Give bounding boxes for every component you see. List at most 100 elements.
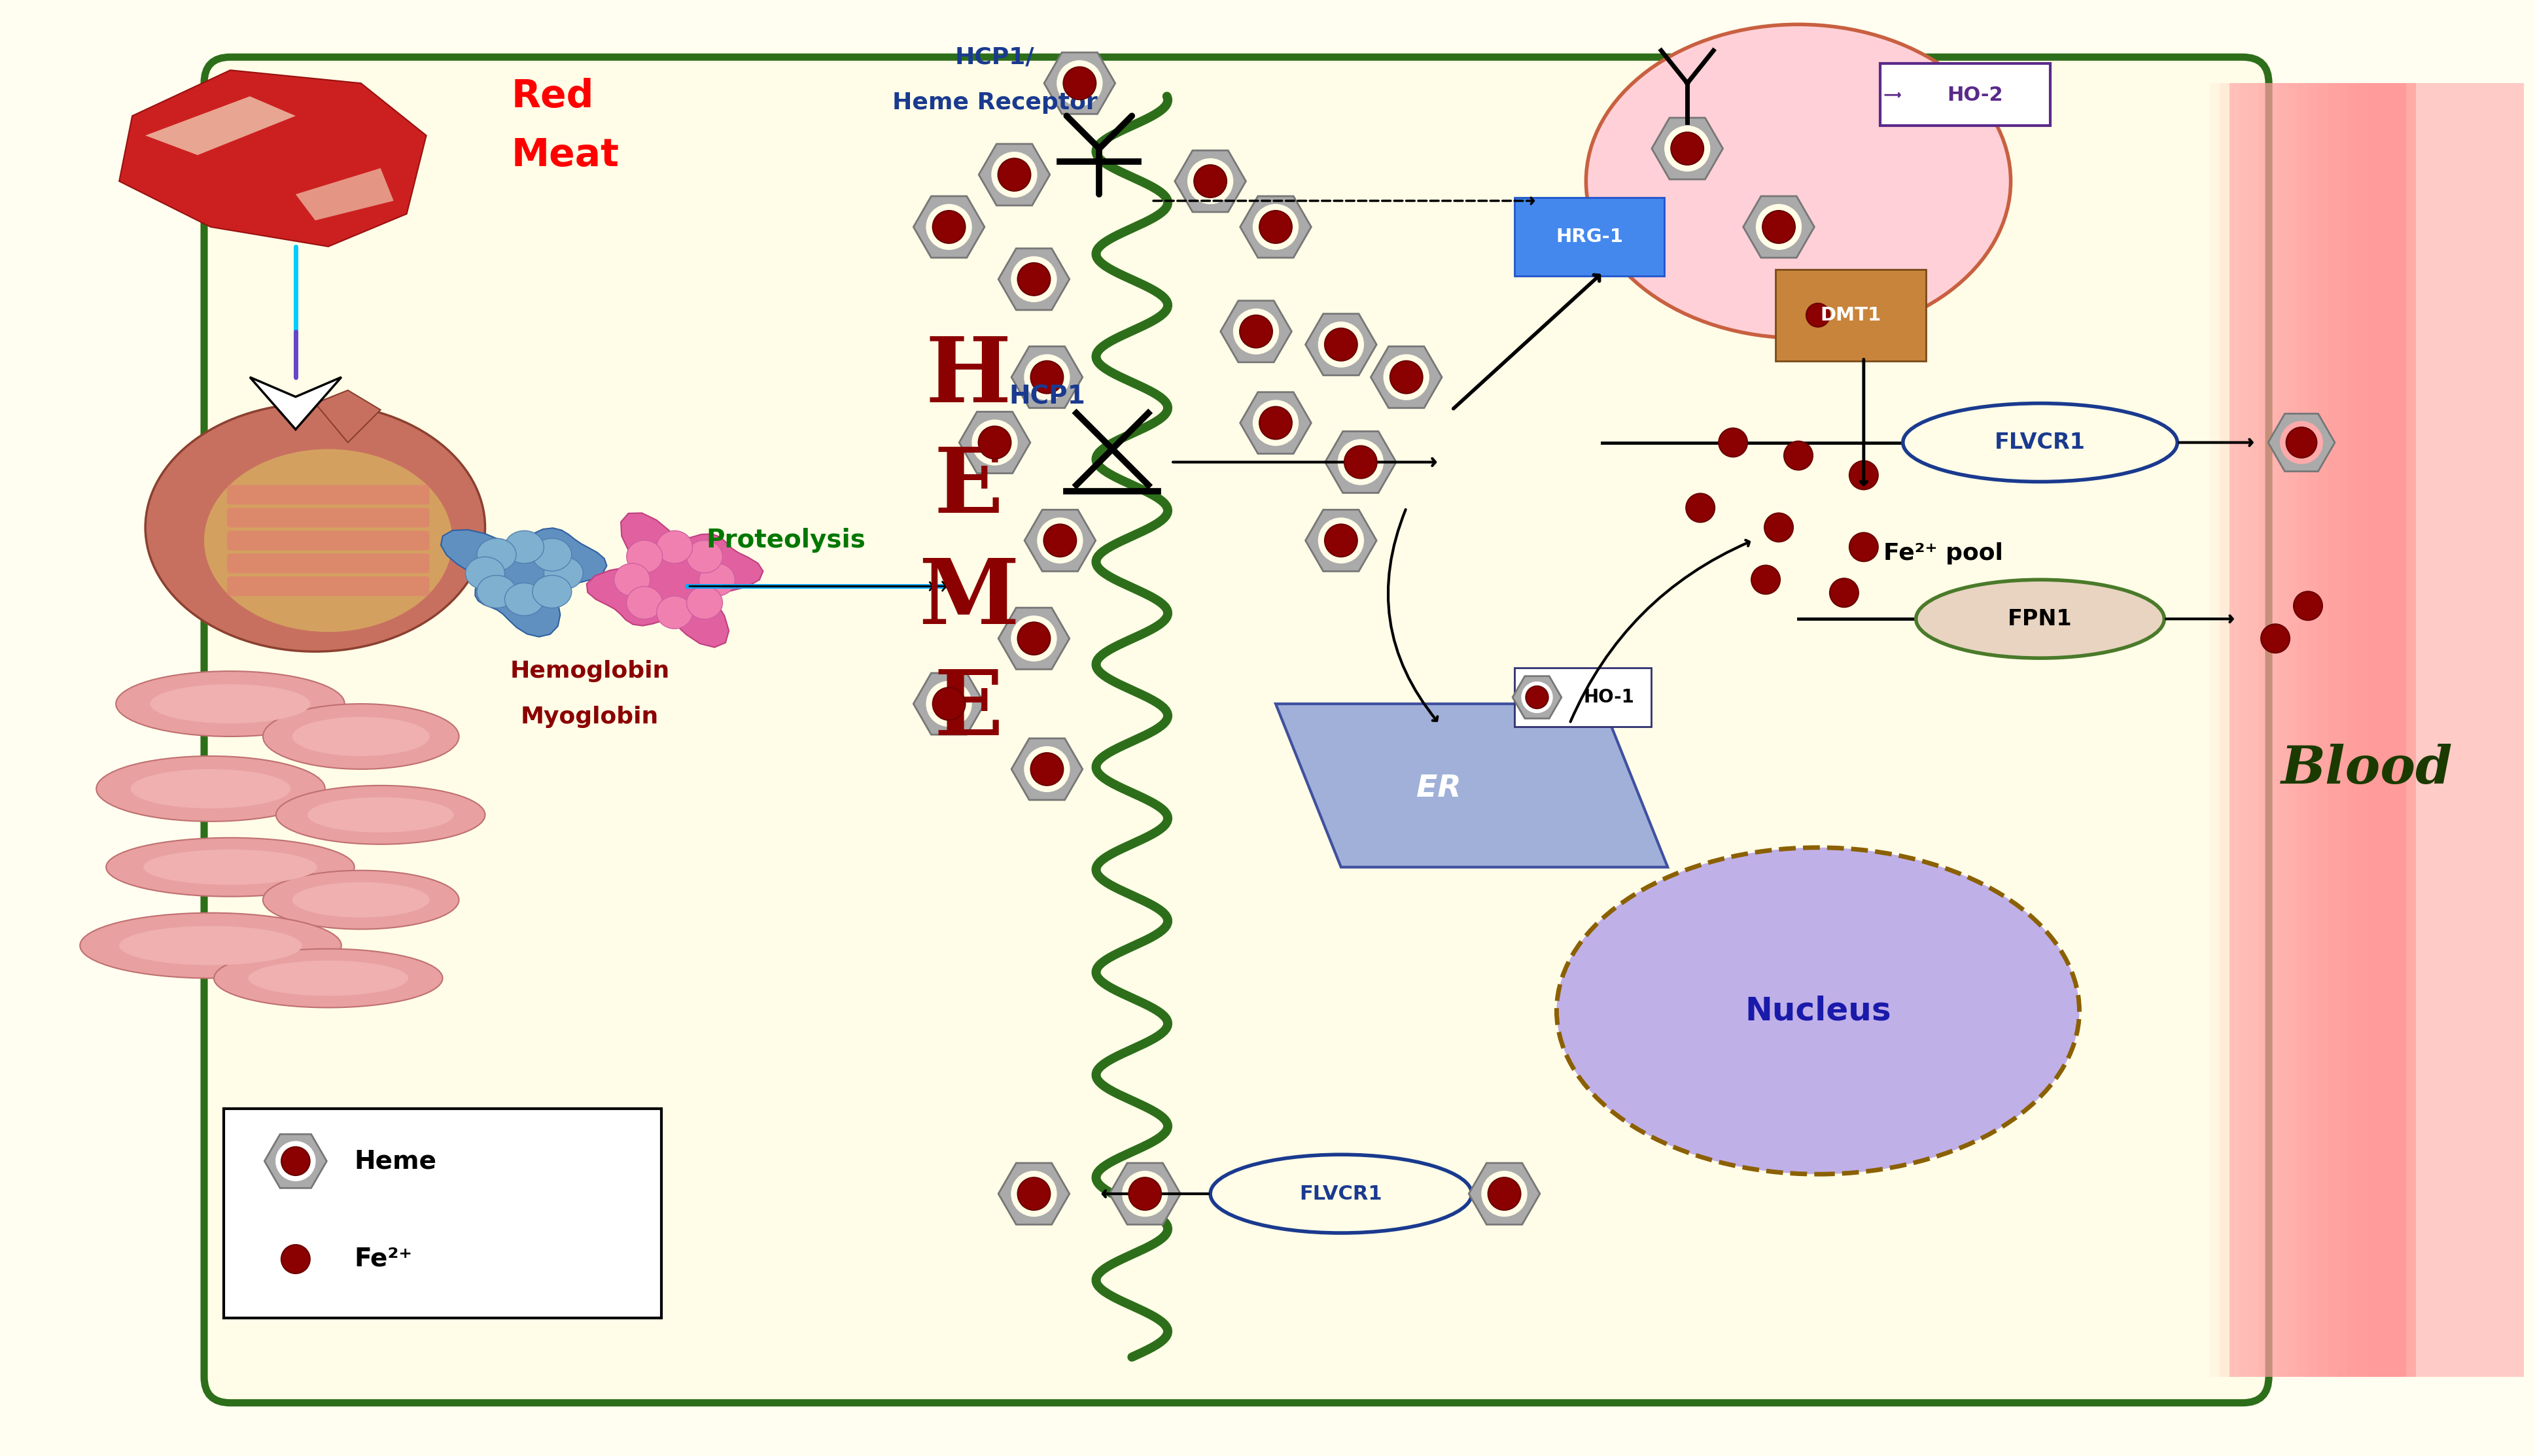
Circle shape	[1480, 1171, 1529, 1217]
Circle shape	[991, 151, 1037, 198]
Circle shape	[1032, 753, 1062, 785]
Text: Proteolysis: Proteolysis	[705, 529, 864, 553]
Text: Red: Red	[512, 77, 593, 115]
Text: FLVCR1: FLVCR1	[1995, 432, 2086, 453]
Circle shape	[1851, 460, 1878, 489]
Circle shape	[1318, 517, 1364, 563]
Polygon shape	[314, 390, 380, 443]
Circle shape	[2279, 421, 2322, 464]
Circle shape	[1044, 524, 1077, 556]
Ellipse shape	[264, 871, 459, 929]
Polygon shape	[586, 513, 763, 648]
Polygon shape	[264, 1134, 327, 1188]
Circle shape	[925, 681, 971, 727]
Text: DMT1: DMT1	[1820, 306, 1881, 325]
Circle shape	[2294, 591, 2322, 620]
Ellipse shape	[687, 587, 722, 619]
Ellipse shape	[81, 913, 342, 978]
Ellipse shape	[626, 587, 662, 619]
Circle shape	[1252, 204, 1298, 250]
Polygon shape	[1744, 197, 1815, 258]
Circle shape	[1024, 745, 1070, 792]
Text: H: H	[925, 333, 1011, 421]
Bar	[2337, 83, 2358, 1377]
Polygon shape	[1024, 510, 1095, 571]
Circle shape	[1318, 322, 1364, 367]
FancyBboxPatch shape	[228, 485, 428, 505]
Text: Myoglobin: Myoglobin	[520, 706, 659, 728]
Ellipse shape	[150, 684, 309, 724]
Ellipse shape	[477, 575, 517, 609]
Ellipse shape	[144, 849, 317, 885]
Circle shape	[1017, 622, 1049, 655]
FancyBboxPatch shape	[228, 577, 428, 596]
Text: Blood: Blood	[2282, 744, 2454, 795]
Circle shape	[281, 1245, 309, 1274]
Ellipse shape	[657, 530, 692, 563]
Circle shape	[1017, 264, 1049, 296]
Text: E: E	[933, 667, 1004, 754]
Text: Hemoglobin: Hemoglobin	[510, 660, 669, 683]
Bar	[2231, 83, 2249, 1377]
Circle shape	[1186, 159, 1235, 204]
Circle shape	[1338, 440, 1384, 485]
Circle shape	[2261, 625, 2289, 652]
Ellipse shape	[292, 882, 428, 917]
Ellipse shape	[1556, 847, 2079, 1174]
Polygon shape	[1306, 510, 1377, 571]
Polygon shape	[1044, 52, 1115, 114]
Text: FPN1: FPN1	[2008, 609, 2074, 629]
Circle shape	[1232, 309, 1280, 354]
Bar	[2211, 83, 2231, 1377]
Bar	[2317, 83, 2337, 1377]
Polygon shape	[1513, 676, 1562, 718]
Polygon shape	[441, 529, 606, 636]
Bar	[2289, 83, 2307, 1377]
Ellipse shape	[626, 540, 662, 574]
Circle shape	[1057, 60, 1103, 106]
Circle shape	[1032, 361, 1062, 393]
Text: HO-1: HO-1	[1584, 689, 1635, 706]
Bar	[2327, 83, 2347, 1377]
Circle shape	[1260, 406, 1293, 440]
Circle shape	[979, 427, 1011, 459]
Polygon shape	[999, 607, 1070, 670]
Polygon shape	[979, 144, 1049, 205]
Polygon shape	[1174, 150, 1245, 213]
Polygon shape	[999, 249, 1070, 310]
Polygon shape	[1306, 313, 1377, 376]
Circle shape	[1521, 681, 1554, 713]
Bar	[2279, 83, 2299, 1377]
Polygon shape	[144, 96, 297, 156]
Circle shape	[1665, 125, 1711, 172]
Text: FLVCR1: FLVCR1	[1300, 1184, 1382, 1203]
FancyBboxPatch shape	[1881, 64, 2051, 125]
Circle shape	[1488, 1178, 1521, 1210]
Polygon shape	[913, 197, 984, 258]
Polygon shape	[1011, 738, 1082, 799]
Circle shape	[925, 204, 971, 250]
Text: Nucleus: Nucleus	[1744, 994, 1891, 1026]
Ellipse shape	[117, 671, 345, 737]
Bar	[2259, 83, 2279, 1377]
FancyBboxPatch shape	[228, 508, 428, 527]
Circle shape	[1011, 256, 1057, 303]
Circle shape	[1260, 211, 1293, 243]
Bar	[2299, 83, 2317, 1377]
Circle shape	[1686, 494, 1714, 523]
Ellipse shape	[504, 582, 545, 616]
Circle shape	[1384, 354, 1430, 400]
Circle shape	[1194, 165, 1227, 198]
Circle shape	[1240, 314, 1273, 348]
Circle shape	[2287, 427, 2317, 457]
Circle shape	[999, 159, 1032, 191]
Circle shape	[1252, 400, 1298, 446]
Text: HO-2: HO-2	[1947, 86, 2003, 105]
FancyBboxPatch shape	[1513, 198, 1665, 277]
Bar	[2249, 83, 2269, 1377]
FancyBboxPatch shape	[223, 1109, 662, 1318]
Circle shape	[1785, 441, 1813, 470]
Polygon shape	[999, 1163, 1070, 1224]
Circle shape	[1526, 686, 1549, 709]
Circle shape	[281, 1147, 309, 1175]
